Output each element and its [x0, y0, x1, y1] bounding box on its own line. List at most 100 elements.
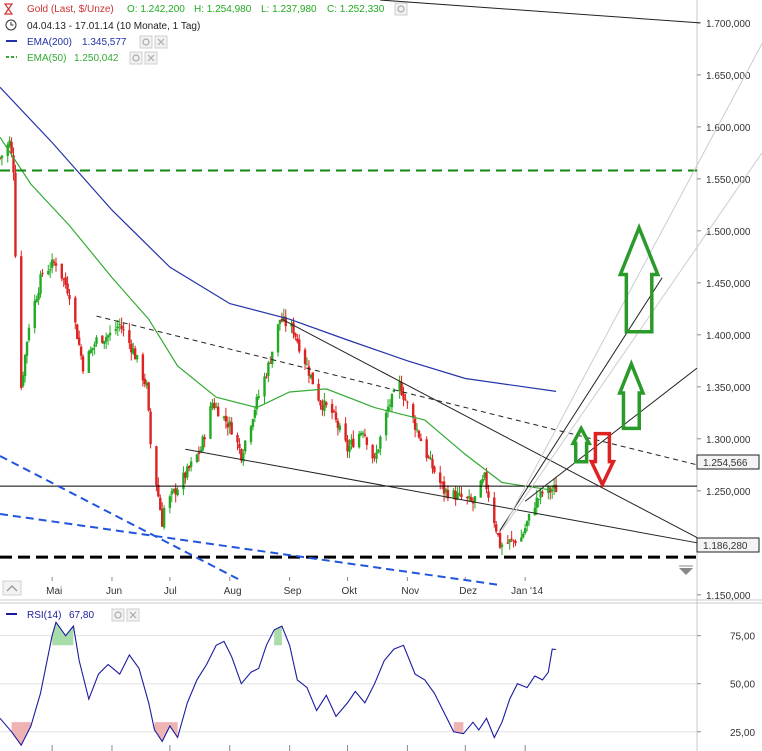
candle-body [41, 272, 44, 274]
candle-body [439, 472, 442, 483]
candle-body [143, 378, 147, 385]
candle [213, 398, 216, 411]
candle [357, 430, 361, 449]
chevron-down-icon[interactable] [679, 565, 693, 575]
x-tick-label: Dez [459, 586, 477, 597]
candle-body [60, 263, 63, 279]
candle-body [189, 461, 193, 468]
candle-body [162, 508, 166, 528]
candle-body [48, 269, 52, 271]
x-tick-label: Jan '14 [511, 586, 543, 597]
candle [276, 323, 280, 357]
candle [224, 407, 228, 429]
settings-icon[interactable] [394, 2, 408, 16]
candle-body [533, 507, 537, 515]
candle-body [458, 492, 461, 494]
candle [330, 399, 334, 420]
candle-body [375, 452, 378, 459]
close-icon[interactable] [154, 35, 168, 49]
y-tick-label: 1.300,000 [706, 435, 751, 446]
candle-body [332, 411, 336, 413]
candle [64, 272, 67, 289]
candle [479, 479, 482, 498]
candle [305, 357, 309, 366]
candle-body [427, 456, 430, 458]
candle [197, 446, 201, 462]
x-tick-label: Jul [164, 586, 177, 597]
candle [211, 398, 214, 411]
candle-body [133, 348, 137, 360]
chevron-up-icon[interactable] [2, 580, 22, 596]
candle-body [116, 326, 119, 329]
candle-body [384, 412, 388, 436]
settings-icon[interactable] [139, 35, 153, 49]
candle [147, 381, 150, 412]
settings-icon[interactable] [129, 51, 143, 65]
candle [257, 389, 260, 400]
candle [240, 448, 243, 464]
candle-body [321, 405, 324, 411]
arrow-up-icon [617, 359, 646, 431]
candle-body [76, 324, 79, 339]
candle-body [89, 349, 92, 353]
rsi-panel[interactable]: 25,00 50,00 75,00 [0, 620, 755, 747]
candle [363, 428, 367, 438]
candle [535, 489, 538, 516]
candle [172, 488, 175, 494]
current-price-tag: 1.254,566 [696, 454, 760, 470]
candle-body [467, 496, 471, 499]
candle [47, 264, 50, 276]
candle-body [338, 425, 342, 430]
candle-body [454, 491, 457, 500]
candle [290, 320, 293, 334]
close-icon[interactable] [126, 608, 140, 622]
candle-body [527, 513, 531, 521]
candle-body [317, 383, 320, 401]
settings-icon[interactable] [111, 608, 125, 622]
trend-line[interactable] [499, 277, 663, 531]
candle-body [554, 484, 558, 493]
blue-trend-line [0, 513, 501, 586]
candle-body [255, 396, 258, 410]
candle-body [176, 489, 179, 496]
candle [467, 489, 471, 502]
candle [12, 147, 15, 181]
candle-body [508, 539, 511, 543]
candle [433, 465, 436, 474]
candle-body [460, 493, 463, 498]
candle [52, 258, 56, 266]
candle [35, 295, 38, 303]
trend-line[interactable] [185, 448, 698, 544]
candle [39, 270, 42, 298]
candle-body [172, 489, 175, 492]
candle-body [404, 399, 407, 401]
candle-body [240, 449, 243, 461]
candle-body [417, 430, 421, 438]
candle-body [130, 343, 133, 353]
candle [269, 356, 272, 364]
candle [27, 323, 31, 343]
candle [238, 438, 241, 454]
arrow-up-icon [570, 424, 593, 464]
candle-body [305, 364, 309, 366]
candle-body [485, 472, 488, 490]
candle-body [269, 362, 272, 364]
candle-body [155, 446, 158, 486]
candle [413, 415, 417, 438]
candle-body [446, 490, 450, 499]
candle-body [429, 457, 432, 460]
candle [157, 477, 160, 498]
close-icon[interactable] [144, 51, 158, 65]
candle-body [344, 423, 347, 441]
candle-body [415, 429, 419, 431]
candle-body [93, 344, 96, 347]
clock-icon [5, 19, 17, 31]
blue-trend-line [0, 455, 241, 581]
candle [493, 491, 496, 528]
price-panel[interactable] [0, 0, 762, 586]
candle-body [365, 437, 369, 445]
candle [350, 434, 353, 450]
trend-line[interactable] [281, 318, 698, 539]
ohlc-high: H: 1.254,980 [194, 4, 252, 15]
